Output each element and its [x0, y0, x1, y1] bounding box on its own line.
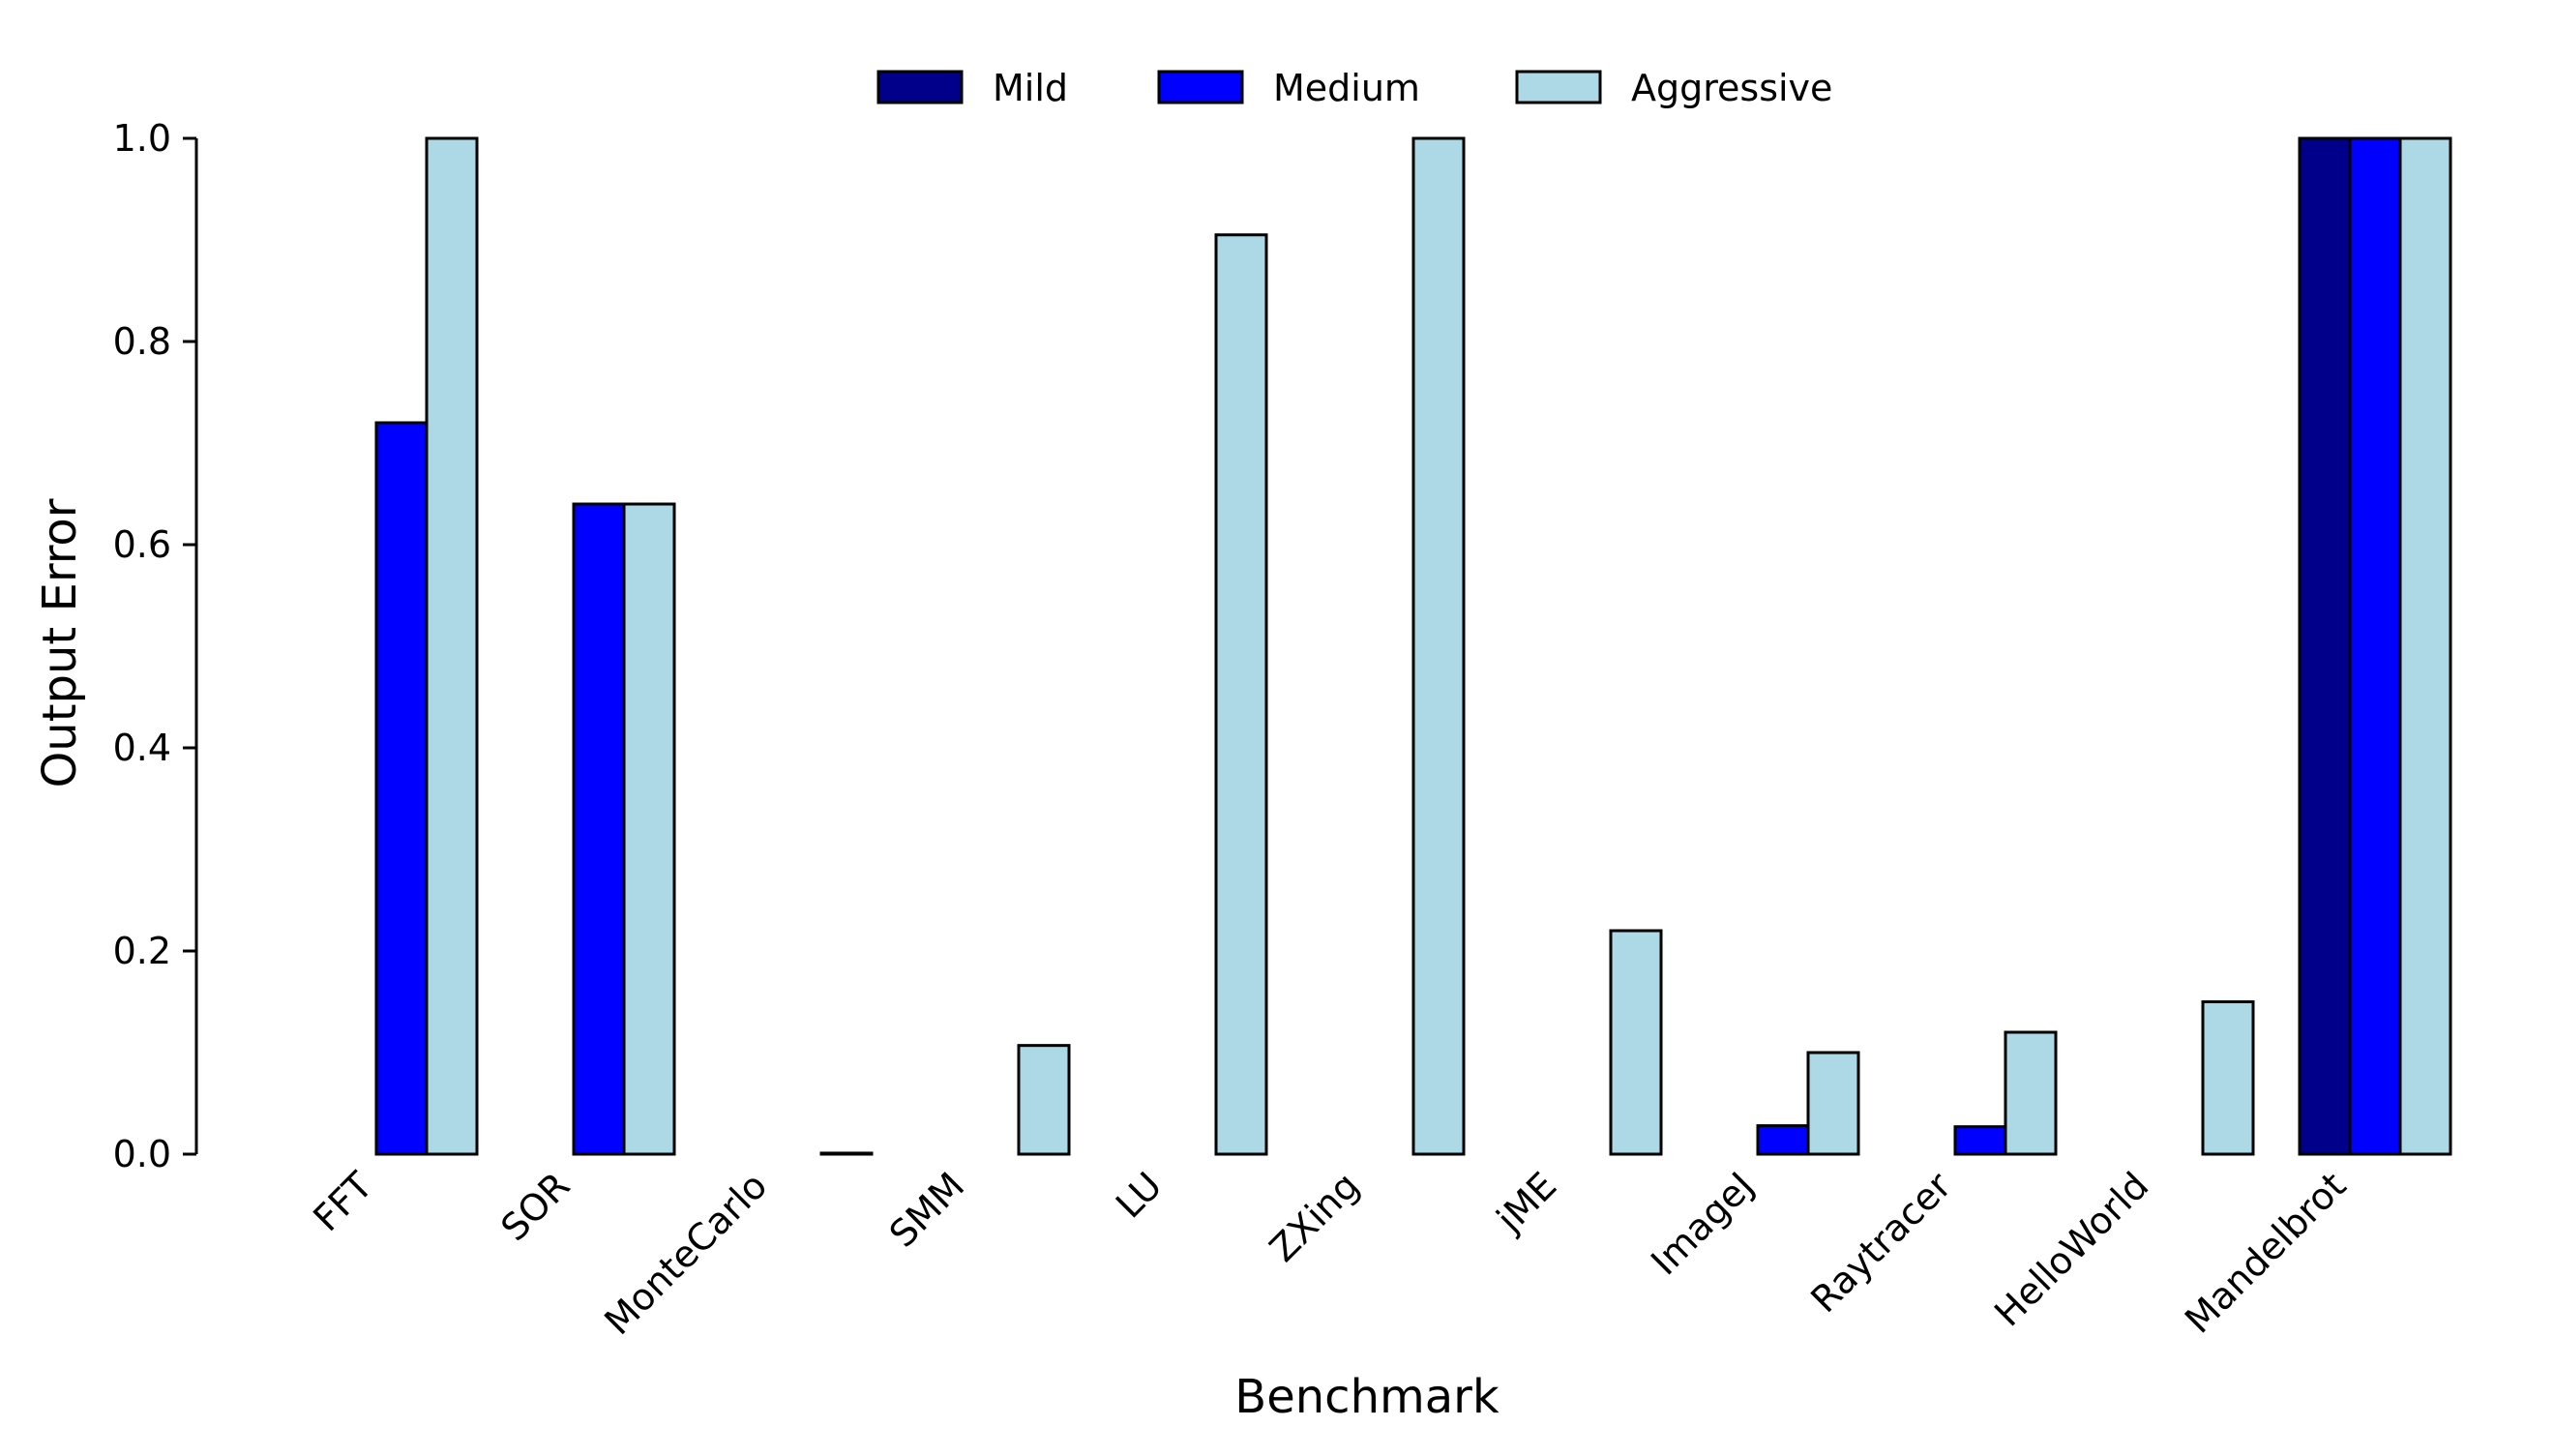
bars-layer [374, 136, 2452, 1156]
x-tick-label-jme: jME [1488, 1164, 1564, 1240]
bar-mild-mandelbrot [2298, 136, 2352, 1156]
y-tick-label: 0.2 [113, 930, 171, 972]
bar-medium-fft [374, 421, 429, 1156]
bar-medium-imagej [1756, 1124, 1810, 1156]
bar-aggressive-jme [1609, 929, 1663, 1156]
y-tick-label: 0.4 [113, 727, 171, 769]
bar-medium-raytracer [1953, 1125, 2007, 1156]
legend-label-mild: Mild [993, 67, 1068, 109]
bar-aggressive-mandelbrot [2398, 136, 2452, 1156]
legend-swatch-mild [876, 70, 964, 104]
bar-aggressive-sor [622, 502, 676, 1156]
x-tick-label-fft: FFT [305, 1164, 381, 1240]
x-tick-label-mandelbrot: Mandelbrot [2177, 1164, 2354, 1341]
bar-aggressive-imagej [1806, 1051, 1860, 1156]
y-tick-label: 0.8 [113, 320, 171, 363]
x-tick-label-helloworld: HelloWorld [1986, 1164, 2156, 1334]
x-tick-label-raytracer: Raytracer [1802, 1164, 1959, 1321]
bar-aggressive-montecarlo [819, 1151, 874, 1156]
y-tick-label: 1.0 [113, 117, 171, 160]
x-tick-label-sor: SOR [492, 1164, 578, 1249]
bar-aggressive-zxing [1411, 136, 1466, 1156]
legend-swatch-aggressive [1515, 70, 1602, 104]
bar-medium-sor [572, 502, 626, 1156]
y-tick-label: 0.0 [113, 1133, 171, 1175]
x-tick-label-smm: SMM [881, 1164, 973, 1256]
x-axis-title: Benchmark [1234, 1370, 1500, 1424]
bar-aggressive-fft [425, 136, 479, 1156]
bar-aggressive-smm [1017, 1044, 1071, 1156]
x-tick-label-montecarlo: MonteCarlo [596, 1164, 775, 1343]
legend-label-aggressive: Aggressive [1631, 67, 1832, 109]
bar-aggressive-helloworld [2201, 1000, 2255, 1156]
legend: Mild Medium Aggressive [876, 67, 1832, 109]
legend-label-medium: Medium [1273, 67, 1420, 109]
x-tick-label-lu: LU [1108, 1164, 1170, 1226]
y-axis: 0.0 0.2 0.4 0.6 0.8 1.0 [113, 117, 198, 1175]
bar-aggressive-raytracer [2004, 1030, 2058, 1156]
y-axis-title: Output Error [33, 498, 87, 787]
x-tick-label-zxing: ZXing [1262, 1164, 1367, 1269]
x-axis-ticks: FFT SOR MonteCarlo SMM LU ZXing jME ImageJ Raytr… [305, 1164, 2354, 1344]
bar-aggressive-lu [1214, 233, 1268, 1156]
bar-medium-mandelbrot [2348, 136, 2402, 1156]
x-tick-label-imagej: ImageJ [1643, 1164, 1762, 1283]
y-tick-label: 0.6 [113, 523, 171, 566]
legend-swatch-medium [1157, 70, 1244, 104]
